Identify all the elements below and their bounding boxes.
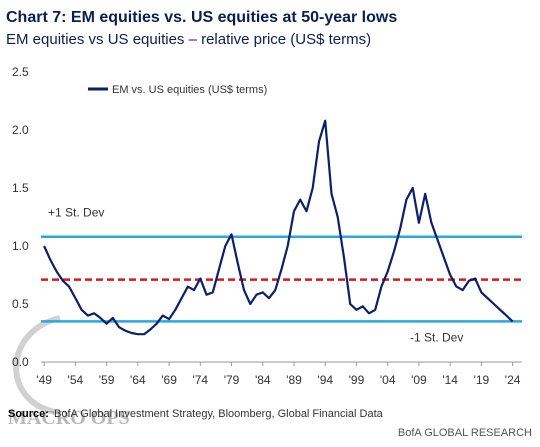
x-tick-label: '24 — [505, 373, 521, 387]
y-tick-label: 1.5 — [12, 181, 29, 195]
x-tick-label: '04 — [380, 373, 396, 387]
x-tick-label: '74 — [192, 373, 208, 387]
watermark: MACRO OPS — [8, 407, 130, 429]
series-line — [43, 119, 514, 336]
reference-label: +1 St. Dev — [48, 206, 104, 220]
x-tick-label: '79 — [224, 373, 240, 387]
x-tick-label: '09 — [411, 373, 427, 387]
chart-subtitle: EM equities vs US equities – relative pr… — [6, 31, 371, 48]
x-tick-label: '84 — [255, 373, 271, 387]
x-tick-label: '49 — [36, 373, 52, 387]
x-tick-label: '54 — [68, 373, 84, 387]
x-tick-label: '94 — [317, 373, 333, 387]
x-tick-label: '64 — [130, 373, 146, 387]
x-tick-label: '89 — [286, 373, 302, 387]
y-tick-label: 2.5 — [12, 65, 29, 79]
x-tick-label: '14 — [442, 373, 458, 387]
x-tick-label: '99 — [349, 373, 365, 387]
x-tick-label: '59 — [99, 373, 115, 387]
legend-label: EM vs. US equities (US$ terms) — [112, 84, 267, 96]
watermark-swoosh — [13, 315, 61, 415]
y-tick-label: 1.0 — [12, 239, 29, 253]
brand: BofA GLOBAL RESEARCH — [398, 427, 532, 439]
x-tick-label: '69 — [161, 373, 177, 387]
x-tick-label: '19 — [474, 373, 490, 387]
y-tick-label: 2.0 — [12, 123, 29, 137]
reference-label: -1 St. Dev — [410, 330, 463, 344]
source: BofA Global Investment Strategy, Bloombe… — [54, 408, 384, 420]
y-tick-label: 0.0 — [12, 355, 29, 369]
y-tick-label: 0.5 — [12, 297, 29, 311]
chart-title: Chart 7: EM equities vs. US equities at … — [6, 9, 397, 26]
source-label: Source: — [8, 408, 49, 420]
